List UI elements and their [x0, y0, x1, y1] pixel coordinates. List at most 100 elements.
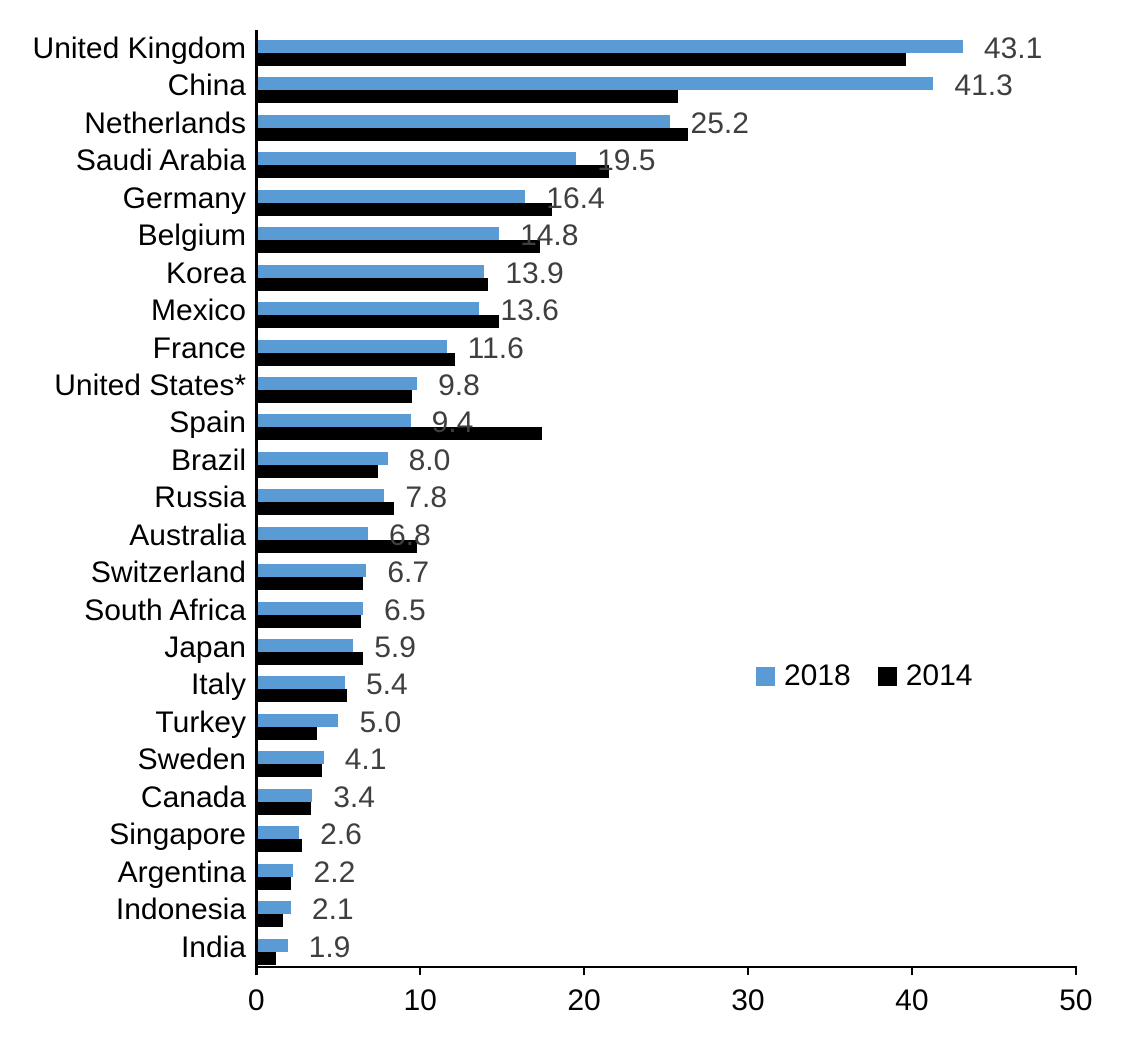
- bar-2014: [256, 914, 283, 928]
- bar-2018: [256, 189, 526, 203]
- bar-2014: [256, 277, 488, 291]
- bar-2014: [256, 427, 542, 441]
- bar-2018: [256, 601, 364, 615]
- data-label: 1.9: [308, 930, 351, 964]
- bar-2014: [256, 577, 364, 591]
- bar-2014: [256, 202, 552, 216]
- tick-label: 50: [1059, 984, 1093, 1017]
- tick-label: 20: [567, 984, 601, 1017]
- legend-swatch-2018: [756, 666, 775, 686]
- bar-2018: [256, 40, 963, 53]
- bar-2018: [256, 376, 418, 390]
- legend-item-2014: 2014: [877, 659, 973, 693]
- bar-2018: [256, 751, 324, 765]
- bar-2014: [256, 764, 323, 778]
- bar-2014: [256, 127, 688, 141]
- data-label: 2.1: [311, 893, 354, 927]
- tick-label: 0: [247, 984, 265, 1017]
- bar-2014: [256, 539, 418, 553]
- tick-label: 30: [731, 984, 765, 1017]
- bar-2018: [256, 901, 291, 915]
- category-label: Australia: [129, 518, 246, 552]
- category-label: Brazil: [170, 443, 246, 477]
- bar-2014: [256, 389, 413, 403]
- category-label: Germany: [122, 181, 246, 215]
- bar-2018: [256, 526, 368, 540]
- category-label: Spain: [169, 406, 246, 440]
- bar-2014: [256, 689, 347, 703]
- data-label: 13.6: [500, 294, 559, 328]
- bar-2018: [256, 938, 288, 952]
- bar-2018: [256, 77, 934, 91]
- data-label: 5.0: [359, 705, 402, 739]
- bar-2014: [256, 240, 541, 254]
- category-label: South Africa: [84, 593, 246, 627]
- category-label: Sweden: [137, 743, 246, 777]
- data-label: 4.1: [344, 743, 387, 777]
- tick-mark: [255, 966, 258, 975]
- data-label: 16.4: [546, 181, 605, 215]
- bar-2014: [256, 90, 678, 104]
- y-axis-line: [255, 30, 258, 968]
- bar-2018: [256, 264, 485, 278]
- bar-2014: [256, 165, 609, 179]
- bar-2018: [256, 302, 480, 316]
- tick-label: 40: [895, 984, 929, 1017]
- data-label: 3.4: [333, 780, 375, 814]
- data-label: 9.8: [438, 368, 480, 402]
- bar-2014: [256, 839, 303, 853]
- legend: 2018 2014: [756, 659, 973, 693]
- tick-mark: [418, 966, 422, 975]
- tick-mark: [746, 966, 750, 975]
- data-label: 2.2: [313, 855, 356, 889]
- bar-2014: [256, 726, 318, 740]
- bar-2014: [256, 464, 378, 478]
- category-label: Turkey: [155, 705, 246, 739]
- bar-2018: [256, 713, 339, 727]
- data-label: 6.8: [388, 518, 431, 552]
- bar-2014: [256, 352, 455, 366]
- category-label: Russia: [154, 481, 246, 515]
- legend-item-2018: 2018: [756, 659, 851, 693]
- data-label: 11.6: [467, 331, 524, 365]
- category-label: Mexico: [150, 294, 246, 328]
- bar-2014: [256, 53, 906, 66]
- bar-2014: [256, 315, 500, 329]
- data-label: 5.4: [366, 668, 408, 702]
- category-label: Canada: [140, 780, 246, 814]
- data-label: 13.9: [505, 256, 564, 290]
- category-label: United Kingdom: [32, 32, 246, 65]
- data-label: 6.5: [384, 593, 426, 627]
- bar-2014: [256, 614, 362, 628]
- tick-label: 10: [403, 984, 437, 1017]
- category-label: Switzerland: [90, 556, 246, 590]
- category-label: Singapore: [109, 818, 246, 852]
- bar-2018: [256, 227, 500, 241]
- data-label: 9.4: [431, 406, 474, 440]
- category-label: United States*: [54, 368, 246, 402]
- bar-2018: [256, 676, 345, 690]
- data-label: 14.8: [520, 219, 579, 253]
- bar-2014: [256, 801, 311, 815]
- tick-mark: [582, 966, 586, 975]
- bar-2018: [256, 826, 300, 840]
- bar-2018: [256, 114, 670, 128]
- bar-2018: [256, 788, 313, 802]
- bar-2018: [256, 339, 447, 353]
- category-label: Saudi Arabia: [75, 144, 246, 178]
- data-label: 7.8: [405, 481, 448, 515]
- legend-label-2018: 2018: [784, 659, 851, 692]
- category-label: Argentina: [117, 855, 246, 889]
- bar-2018: [256, 414, 411, 428]
- category-label: India: [180, 930, 246, 964]
- category-label: France: [152, 331, 246, 365]
- data-label: 25.2: [690, 106, 749, 140]
- bar-2018: [256, 639, 354, 653]
- bar-2018: [256, 152, 577, 166]
- data-label: 6.7: [387, 556, 430, 590]
- bar-2014: [256, 652, 364, 666]
- category-label: Indonesia: [115, 893, 246, 927]
- legend-label-2014: 2014: [905, 659, 973, 692]
- bar-2014: [256, 951, 277, 965]
